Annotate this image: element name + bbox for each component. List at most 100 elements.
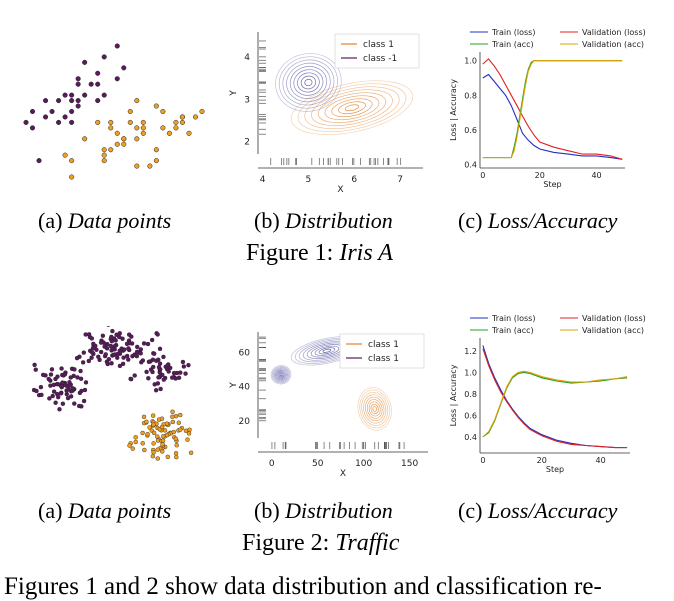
- scatter-point: [138, 351, 143, 356]
- legend-label: class 1: [368, 354, 399, 364]
- y-tick-label: 20: [239, 417, 251, 427]
- scatter-point: [82, 92, 88, 98]
- scatter-point: [159, 424, 165, 430]
- x-tick-label: 0: [480, 171, 485, 180]
- scatter-point: [23, 119, 29, 125]
- scatter-point: [176, 375, 182, 380]
- scatter-point: [155, 332, 160, 337]
- contour-line: [357, 387, 392, 431]
- contour-line: [289, 66, 328, 99]
- scatter-point: [140, 430, 145, 436]
- scatter-point: [140, 130, 146, 136]
- scatter-point: [60, 380, 65, 385]
- scatter-point: [95, 70, 101, 76]
- scatter-point: [179, 119, 185, 125]
- scatter-point: [59, 366, 64, 371]
- contour-line: [324, 95, 380, 121]
- scatter-point: [130, 446, 135, 451]
- scatter-point: [153, 158, 159, 164]
- scatter-point: [160, 372, 165, 378]
- scatter-point: [121, 136, 127, 142]
- scatter-point: [101, 92, 107, 98]
- scatter-point: [51, 389, 57, 394]
- scatter-point: [98, 349, 104, 355]
- scatter-point: [82, 136, 88, 142]
- scatter-point: [155, 438, 161, 443]
- body-paragraph: Figures 1 and 2 show data distribution a…: [4, 573, 602, 600]
- contour-line: [300, 75, 317, 90]
- fig2-caption-c: (c) Loss/Accuracy: [458, 498, 618, 523]
- scatter-point: [69, 158, 75, 164]
- scatter-point: [127, 443, 132, 448]
- scatter-point: [155, 434, 160, 439]
- fig1-loss-panel: 0 20 40 0.4 0.6 0.8 1.0 Step Loss | Accuracy Trai…: [440, 26, 670, 196]
- legend-label: class 1: [368, 340, 399, 350]
- scatter-point: [124, 341, 130, 347]
- x-tick-label: 0: [269, 459, 275, 469]
- scatter-point: [127, 108, 133, 115]
- y-tick-label: 2: [244, 137, 250, 147]
- scatter-point: [105, 361, 110, 367]
- scatter-point: [183, 371, 188, 376]
- fig1-scatter-panel: [14, 34, 224, 194]
- contour-line: [277, 371, 285, 379]
- scatter-point: [101, 152, 107, 158]
- y-tick-label: 0.6: [464, 411, 477, 420]
- scatter-point: [181, 364, 187, 369]
- scatter-point: [38, 384, 44, 390]
- contour-line: [372, 406, 377, 412]
- x-axis-label: X: [340, 469, 346, 479]
- scatter-point: [162, 428, 168, 433]
- scatter-point: [158, 386, 163, 392]
- scatter-point: [82, 387, 88, 393]
- scatter-point: [170, 414, 175, 419]
- x-tick-label: 50: [312, 459, 324, 469]
- contour-line: [293, 69, 324, 96]
- scatter-point: [91, 341, 96, 347]
- scatter-point: [155, 447, 160, 452]
- scatter-point: [33, 367, 38, 372]
- scatter-point: [81, 398, 87, 404]
- scatter-point: [178, 427, 183, 432]
- scatter-point: [101, 54, 107, 60]
- scatter-point: [55, 374, 60, 379]
- scatter-point: [176, 420, 182, 425]
- scatter-point: [165, 454, 170, 460]
- scatter-point: [29, 108, 36, 115]
- scatter-point: [171, 429, 176, 435]
- scatter-point: [166, 369, 171, 374]
- scatter-point: [29, 125, 36, 131]
- scatter-point: [120, 361, 126, 367]
- fig1-caption-c: (c) Loss/Accuracy: [458, 208, 618, 233]
- scatter-point: [69, 92, 75, 98]
- scatter-point: [39, 392, 44, 398]
- scatter-point: [101, 158, 107, 164]
- scatter-point: [78, 368, 83, 374]
- legend-label: Validation (loss): [582, 28, 646, 37]
- scatter-point: [159, 416, 165, 421]
- scatter-point: [132, 373, 137, 378]
- scatter-point: [187, 427, 192, 432]
- y-axis-label: Loss | Accuracy: [449, 79, 458, 141]
- scatter-point: [109, 334, 114, 340]
- scatter-point: [108, 343, 114, 349]
- scatter-point: [75, 103, 81, 109]
- scatter-point: [62, 152, 68, 158]
- y-axis-label: Y: [229, 382, 239, 389]
- scatter-point: [165, 362, 170, 368]
- scatter-point: [173, 125, 179, 131]
- contour-line: [363, 394, 387, 424]
- scatter-point: [146, 376, 151, 381]
- scatter-point: [133, 439, 138, 445]
- scatter-point: [173, 119, 179, 125]
- contour-line: [304, 86, 400, 130]
- scatter-point: [170, 409, 175, 414]
- scatter-point: [150, 413, 156, 418]
- scatter-point: [114, 76, 120, 82]
- scatter-point: [95, 98, 101, 104]
- scatter-point: [141, 414, 147, 420]
- scatter-point: [134, 349, 140, 355]
- fig1-caption-b: (b) Distribution: [254, 208, 393, 233]
- legend-label: class 1: [363, 40, 394, 50]
